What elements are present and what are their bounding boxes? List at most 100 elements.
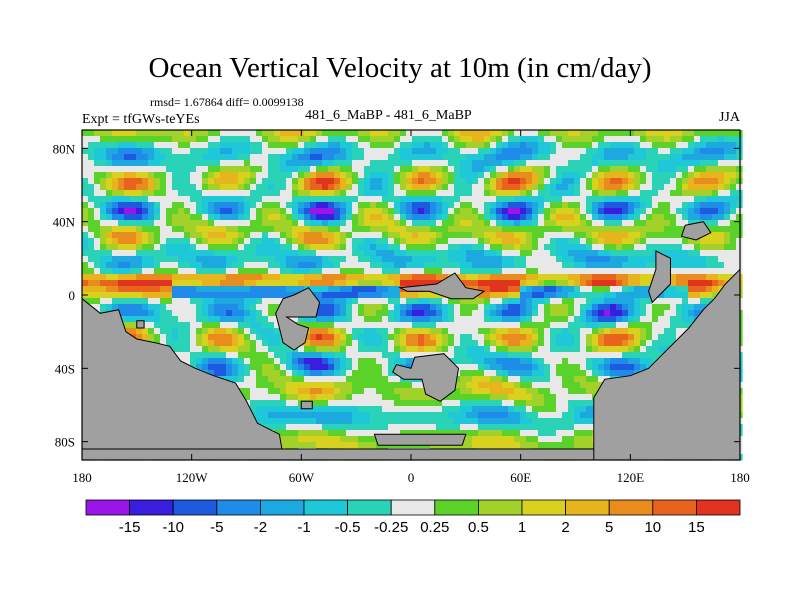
field-cell [580,358,587,365]
field-cell [526,262,533,269]
field-cell [124,292,131,299]
field-cell [652,232,659,239]
field-cell [328,160,335,167]
field-cell [346,220,353,227]
field-cell [508,292,515,299]
field-cell [124,160,131,167]
field-cell [430,268,437,275]
field-cell [238,238,245,245]
field-cell [244,382,251,389]
field-cell [238,160,245,167]
field-cell [190,268,197,275]
field-cell [298,226,305,233]
field-cell [220,280,227,287]
field-cell [364,256,371,263]
field-cell [82,232,89,239]
field-cell [526,196,533,203]
field-cell [352,142,359,149]
field-cell [628,364,635,371]
field-cell [538,214,545,221]
field-cell [226,286,233,293]
field-cell [376,172,383,179]
field-cell [736,178,743,185]
field-cell [670,172,677,179]
field-cell [82,184,89,191]
field-cell [214,352,221,359]
field-cell [646,256,653,263]
field-cell [580,322,587,329]
field-cell [400,202,407,209]
field-cell [304,130,311,137]
field-cell [526,154,533,161]
field-cell [346,388,353,395]
field-cell [196,262,203,269]
field-cell [442,148,449,155]
field-cell [304,214,311,221]
field-cell [214,142,221,149]
field-cell [358,346,365,353]
field-cell [646,268,653,275]
field-cell [202,196,209,203]
field-cell [616,220,623,227]
field-cell [598,304,605,311]
field-cell [628,286,635,293]
field-cell [550,178,557,185]
field-cell [388,160,395,167]
field-cell [262,178,269,185]
field-cell [400,148,407,155]
field-cell [286,130,293,137]
field-cell [244,358,251,365]
field-cell [532,208,539,215]
field-cell [232,244,239,251]
field-cell [658,238,665,245]
field-cell [202,262,209,269]
field-cell [544,166,551,173]
field-cell [736,244,743,251]
field-cell [436,172,443,179]
field-cell [610,244,617,251]
field-cell [274,226,281,233]
field-cell [220,370,227,377]
field-cell [634,334,641,341]
field-cell [262,184,269,191]
field-cell [232,310,239,317]
field-cell [400,178,407,185]
field-cell [178,208,185,215]
field-cell [442,340,449,347]
field-cell [364,202,371,209]
field-cell [280,256,287,263]
field-cell [88,244,95,251]
field-cell [220,226,227,233]
field-cell [202,178,209,185]
field-cell [304,148,311,155]
field-cell [280,382,287,389]
field-cell [448,160,455,167]
field-cell [622,352,629,359]
field-cell [166,256,173,263]
field-cell [364,148,371,155]
field-cell [586,220,593,227]
field-cell [712,244,719,251]
field-cell [520,286,527,293]
field-cell [184,148,191,155]
field-cell [670,334,677,341]
field-cell [478,214,485,221]
field-cell [172,244,179,251]
field-cell [550,184,557,191]
field-cell [478,334,485,341]
field-cell [682,178,689,185]
field-cell [400,262,407,269]
field-cell [670,304,677,311]
field-cell [724,160,731,167]
field-cell [442,310,449,317]
field-cell [460,304,467,311]
field-cell [178,184,185,191]
field-cell [394,154,401,161]
field-cell [340,160,347,167]
field-cell [700,136,707,143]
field-cell [340,286,347,293]
field-cell [148,310,155,317]
field-cell [256,400,263,407]
field-cell [604,286,611,293]
field-cell [292,142,299,149]
